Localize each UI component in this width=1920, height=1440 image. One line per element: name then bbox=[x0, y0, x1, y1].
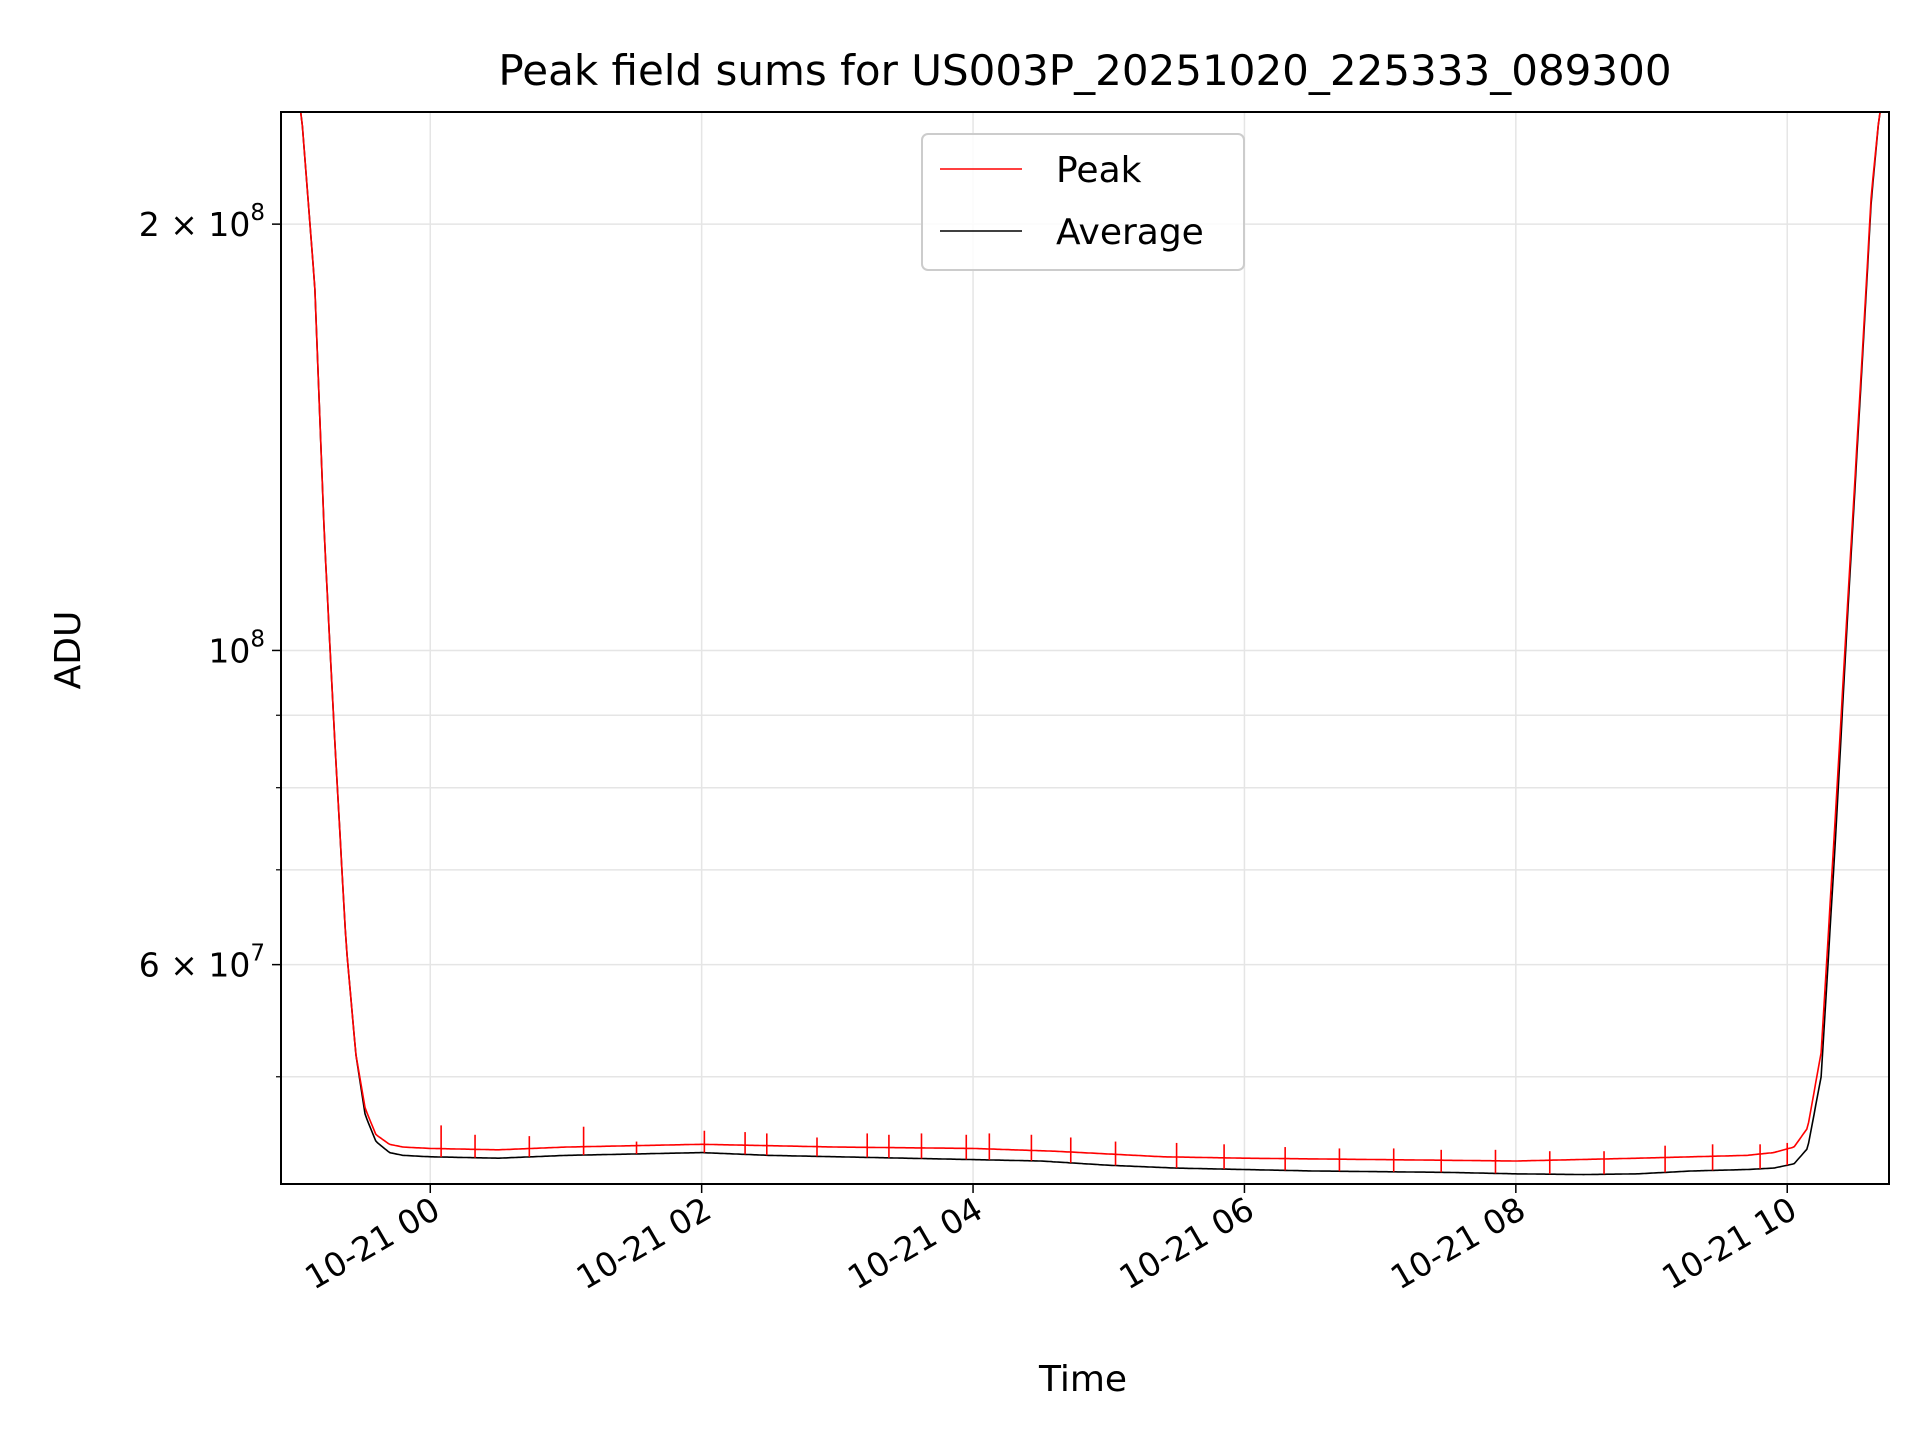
y-tick-label-base: 10 bbox=[208, 631, 250, 670]
y-tick-label-base: 2 × 10 bbox=[139, 205, 251, 244]
series-peak bbox=[281, 112, 1889, 1175]
grid bbox=[281, 112, 1889, 1184]
legend-box bbox=[921, 133, 1245, 271]
series-line-peak bbox=[281, 112, 1889, 1162]
series-average bbox=[281, 112, 1889, 1176]
y-tick-label: 2 × 108 bbox=[139, 200, 265, 244]
y-tick-label: 6 × 107 bbox=[139, 941, 265, 985]
y-tick-label-base: 6 × 10 bbox=[139, 946, 251, 985]
legend-label-average: Average bbox=[1056, 212, 1204, 253]
x-axis-label: Time bbox=[1038, 1359, 1127, 1400]
legend: Peak Average bbox=[921, 133, 1245, 271]
y-tick-label-exponent: 8 bbox=[250, 626, 265, 652]
series-line-average bbox=[281, 112, 1889, 1176]
y-tick-label-exponent: 7 bbox=[250, 941, 265, 967]
y-tick-label-exponent: 8 bbox=[250, 200, 265, 226]
ticks bbox=[272, 223, 1788, 1193]
plot-frame bbox=[280, 111, 1890, 1185]
legend-label-peak: Peak bbox=[1056, 150, 1142, 191]
y-axis-label: ADU bbox=[48, 611, 89, 690]
series-layer bbox=[281, 112, 1889, 1176]
y-tick-label: 108 bbox=[208, 626, 265, 670]
chart-title: Peak field sums for US003P_20251020_2253… bbox=[498, 46, 1671, 95]
